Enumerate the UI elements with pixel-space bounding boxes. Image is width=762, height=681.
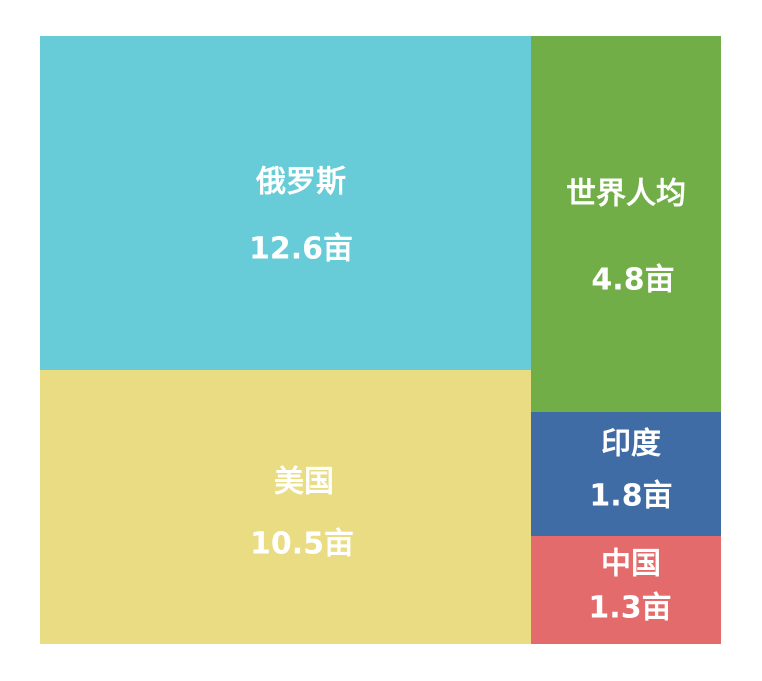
tile-usa: 美国 10.5亩	[40, 370, 531, 644]
tile-value-india: 1.8亩	[589, 479, 672, 514]
tile-value-china: 1.3亩	[588, 591, 671, 626]
tile-world-average: 世界人均 4.8亩	[531, 36, 721, 412]
tile-label-usa: 美国	[274, 465, 334, 500]
tile-rect-china	[531, 536, 721, 644]
tile-india: 印度 1.8亩	[531, 412, 721, 536]
tile-label-world-average: 世界人均	[566, 177, 686, 212]
tile-rect-russia	[40, 36, 531, 370]
tile-label-russia: 俄罗斯	[255, 165, 346, 200]
tile-label-china: 中国	[601, 547, 661, 582]
tile-value-world-average: 4.8亩	[591, 263, 674, 298]
tile-value-usa: 10.5亩	[250, 527, 354, 562]
tile-rect-world-average	[531, 36, 721, 412]
tile-china: 中国 1.3亩	[531, 536, 721, 644]
tile-rect-india	[531, 412, 721, 536]
tile-rect-usa	[40, 370, 531, 644]
tile-value-russia: 12.6亩	[249, 232, 353, 267]
tile-label-india: 印度	[601, 427, 661, 462]
tile-russia: 俄罗斯 12.6亩	[40, 36, 531, 370]
